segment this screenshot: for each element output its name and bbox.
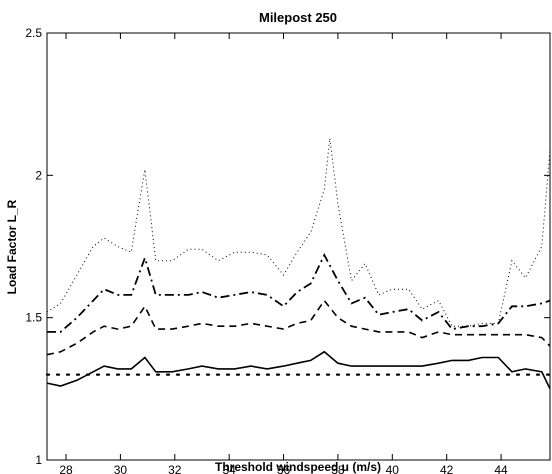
y-axis-label: Load Factor L_R — [5, 199, 19, 294]
y-tick-label: 2 — [35, 168, 42, 182]
x-tick-label: 40 — [386, 463, 400, 474]
x-tick-label: 32 — [168, 463, 182, 474]
x-tick-label: 42 — [440, 463, 454, 474]
x-tick-label: 30 — [114, 463, 128, 474]
x-tick-label: 28 — [59, 463, 73, 474]
chart-title: Milepost 250 — [259, 10, 337, 25]
y-tick-label: 1.5 — [25, 311, 42, 325]
plot-area — [47, 33, 550, 460]
y-tick-label: 2.5 — [25, 26, 42, 40]
x-tick-label: 44 — [494, 463, 508, 474]
x-axis-label: Threshold windspeed u (m/s) — [215, 460, 381, 474]
y-tick-label: 1 — [35, 453, 42, 467]
